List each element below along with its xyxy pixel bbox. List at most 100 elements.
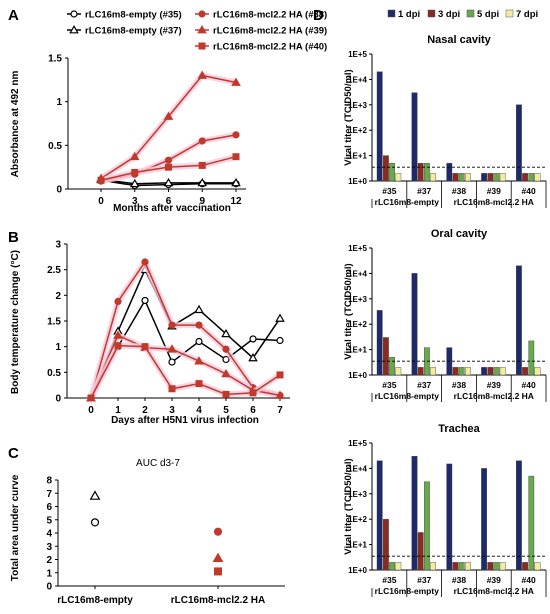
- B-series-line: [90, 344, 281, 399]
- titer-bar: [493, 562, 500, 571]
- A-series-point: [231, 177, 241, 187]
- D-group-label: rLC16m8-empty: [375, 197, 440, 207]
- viral-titer-subplot: Oral cavity Viral titer (TCID50/ml) 1E+0 1E…: [343, 228, 547, 402]
- titer-bar: [417, 367, 424, 376]
- titer-bar: [487, 367, 494, 376]
- B-ytick-label: 0: [55, 394, 61, 405]
- panel-b-plot: [86, 258, 285, 402]
- legend-marker: [69, 25, 79, 34]
- B-ytick-label: 0.5: [47, 368, 61, 379]
- titer-bar: [430, 173, 436, 182]
- C-point: [212, 552, 224, 563]
- D-category-label: #40: [522, 575, 536, 585]
- D-ytick-label: 1E+0: [348, 177, 367, 186]
- B-series-point: [222, 345, 230, 353]
- A-series-point: [198, 137, 206, 145]
- B-series-point: [276, 371, 284, 379]
- panel-a-letter: A: [8, 7, 19, 24]
- titer-bar: [458, 367, 465, 376]
- B-ytick-label: 1.5: [47, 317, 61, 328]
- panel-a-plot: [96, 70, 241, 190]
- titer-bar: [417, 163, 424, 182]
- titer-bar: [487, 562, 494, 571]
- A-ytick-label: 1: [56, 97, 62, 108]
- subplot-title: Trachea: [438, 423, 480, 435]
- legend-marker: [197, 25, 207, 34]
- A-xtick-label: 12: [230, 196, 242, 207]
- subplot-ylabel: Viral titer (TCID50/ml): [343, 263, 354, 359]
- B-xtick-label: 7: [277, 405, 283, 416]
- titer-bar: [481, 173, 487, 182]
- titer-bar: [452, 562, 459, 571]
- titer-bar: [389, 562, 395, 571]
- A-series-point: [197, 70, 208, 79]
- C-ytick-label: 3: [46, 542, 52, 553]
- D-ytick-label: 1E+0: [348, 371, 367, 380]
- B-series-line: [90, 267, 281, 399]
- D-category-label: #35: [382, 380, 396, 390]
- titer-bar: [493, 173, 500, 182]
- D-ytick-label: 1E+4: [348, 464, 367, 473]
- D-category-label: #37: [417, 380, 431, 390]
- titer-bar: [389, 163, 395, 182]
- titer-bar: [465, 367, 471, 376]
- titer-bar: [522, 562, 529, 571]
- A-xtick-label: 9: [199, 196, 205, 207]
- panel-a-legend: rLC16m8-empty (#35) rLC16m8-empty (#37) rL…: [67, 10, 327, 53]
- titer-bar: [499, 173, 506, 182]
- D-ytick-label: 1E+2: [348, 320, 367, 329]
- B-xtick-label: 4: [196, 405, 202, 416]
- subplot-ylabel: Viral titer (TCID50/ml): [343, 69, 354, 165]
- D-group-label: rLC16m8-empty: [375, 586, 440, 596]
- D-category-label: #40: [522, 186, 536, 196]
- D-ytick-label: 1E+2: [348, 126, 367, 135]
- B-series-point: [141, 296, 149, 305]
- panel-d-legend: 1 dpi 3 dpi 5 dpi 7 dpi: [387, 9, 538, 20]
- D-group-label: rLC16m8-empty: [375, 391, 440, 401]
- B-xtick-label: 3: [169, 405, 175, 416]
- panel-a-ylabel: Absorbance at 492 nm: [10, 71, 21, 178]
- panel-a-xlabel: Months after vaccination: [113, 203, 231, 214]
- B-series-point: [249, 335, 257, 343]
- panel-c-title: AUC d3-7: [136, 458, 180, 469]
- D-ytick-label: 1E+5: [348, 439, 367, 448]
- titer-bar: [411, 456, 418, 571]
- B-series-point: [114, 342, 122, 350]
- A-series-point: [129, 178, 140, 188]
- B-series-point: [113, 330, 123, 339]
- C-ytick-label: 0: [46, 582, 52, 593]
- C-ytick-label: 2: [46, 555, 52, 566]
- titer-bar: [452, 367, 459, 376]
- titer-bar: [499, 562, 506, 571]
- D-category-label: #37: [417, 186, 431, 196]
- legend-label: rLC16m8-mcl2.2 HA (#40): [213, 42, 327, 53]
- A-xtick-label: 3: [132, 196, 138, 207]
- legend-label: rLC16m8-empty (#35): [85, 10, 182, 21]
- titer-bar: [465, 562, 471, 571]
- C-ytick-label: 1: [46, 568, 52, 579]
- C-ytick-label: 6: [46, 502, 52, 513]
- B-series-point: [249, 389, 257, 397]
- legend-swatch: [427, 9, 436, 18]
- titer-bar: [383, 337, 389, 376]
- titer-bar: [430, 367, 436, 376]
- B-xtick-label: 2: [142, 405, 148, 416]
- subplot-title: Nasal cavity: [427, 34, 491, 46]
- titer-bar: [528, 173, 535, 182]
- panel-a: A Absorbance at 492 nm Months after vacc…: [8, 7, 327, 214]
- D-category-label: #35: [382, 186, 396, 196]
- legend-swatch: [505, 9, 514, 18]
- D-category-label: #38: [452, 380, 466, 390]
- A-series-point: [198, 161, 206, 169]
- A-series-point: [232, 131, 240, 139]
- B-series-point: [168, 358, 176, 366]
- titer-bar: [383, 519, 389, 571]
- legend-swatch: [387, 9, 396, 18]
- C-point: [214, 567, 222, 576]
- D-category-label: #39: [487, 186, 501, 196]
- titer-bar: [516, 460, 522, 571]
- A-series-point: [131, 168, 139, 176]
- panel-b-letter: B: [8, 229, 19, 246]
- C-point: [213, 527, 223, 536]
- D-ytick-label: 1E+3: [348, 101, 367, 110]
